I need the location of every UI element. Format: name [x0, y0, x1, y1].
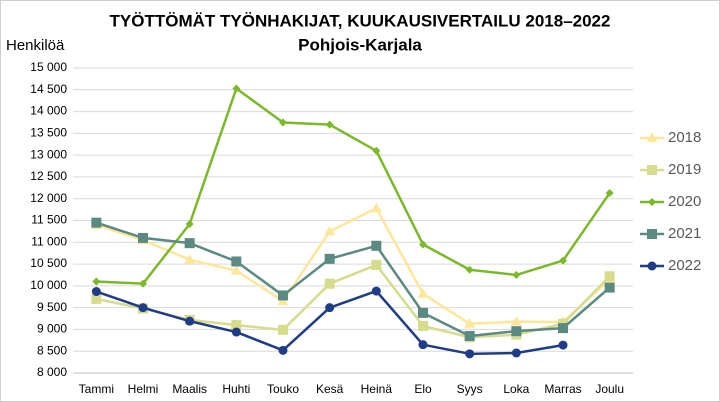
series-line	[96, 87, 611, 285]
marker	[604, 271, 615, 282]
marker	[464, 330, 475, 341]
y-tick-label: 13 500	[30, 126, 67, 140]
marker	[232, 84, 241, 93]
marker	[372, 146, 381, 155]
y-tick-label: 10 000	[30, 278, 67, 292]
marker	[511, 348, 521, 358]
y-tick-label: 14 500	[30, 82, 67, 96]
marker	[371, 259, 382, 270]
marker	[418, 340, 428, 350]
chart-subtitle: Pohjois-Karjala	[298, 35, 422, 54]
series-line	[95, 221, 611, 338]
marker	[184, 254, 196, 264]
marker	[559, 256, 567, 265]
marker	[510, 316, 522, 326]
marker	[324, 225, 336, 236]
y-tick-label: 9 500	[37, 300, 67, 314]
series-line	[95, 207, 611, 326]
marker	[231, 256, 242, 267]
marker	[464, 318, 476, 328]
marker	[91, 287, 101, 297]
legend-label: 2022	[668, 257, 701, 274]
x-tick-label: Joulu	[595, 382, 624, 396]
legend-marker	[647, 229, 657, 239]
y-axis-label: Henkilöä	[6, 37, 65, 54]
marker	[278, 324, 288, 335]
y-tick-label: 13 000	[30, 147, 67, 161]
marker	[231, 327, 241, 337]
marker	[184, 238, 195, 249]
x-tick-label: Marras	[544, 382, 581, 396]
legend-marker	[647, 165, 657, 175]
x-tick-label: Elo	[414, 382, 432, 396]
marker	[558, 340, 568, 350]
legend-label: 2019	[668, 161, 701, 178]
y-tick-label: 9 000	[37, 322, 67, 336]
legend-label: 2020	[668, 193, 701, 210]
marker	[511, 326, 522, 337]
x-tick-label: Maalis	[172, 382, 207, 396]
marker	[324, 253, 335, 264]
marker	[278, 290, 288, 301]
marker	[230, 265, 242, 275]
marker	[417, 288, 429, 298]
marker	[465, 349, 475, 359]
marker	[91, 293, 102, 304]
marker	[324, 278, 335, 289]
marker	[278, 345, 288, 355]
x-tick-label: Loka	[503, 382, 529, 396]
y-tick-label: 8 500	[37, 343, 67, 357]
y-tick-label: 10 500	[30, 256, 67, 270]
x-tick-label: Huhti	[222, 382, 250, 396]
marker	[138, 232, 148, 243]
x-tick-label: Syys	[457, 382, 483, 396]
marker	[92, 277, 101, 286]
marker	[91, 217, 102, 228]
marker	[371, 240, 382, 251]
marker	[418, 307, 428, 318]
legend-marker	[647, 261, 657, 271]
marker	[279, 118, 287, 127]
x-tick-label: Touko	[267, 382, 299, 396]
marker	[138, 303, 148, 313]
legend-marker	[646, 132, 658, 142]
legend-marker	[648, 198, 656, 206]
marker	[325, 120, 334, 129]
y-tick-label: 11 000	[31, 234, 67, 248]
y-tick-label: 14 000	[30, 104, 67, 118]
marker	[139, 279, 147, 288]
marker	[419, 240, 427, 249]
x-tick-label: Helmi	[128, 382, 159, 396]
marker	[558, 323, 568, 334]
marker	[185, 316, 195, 326]
y-tick-label: 8 000	[37, 365, 67, 379]
marker	[418, 320, 428, 331]
y-tick-label: 12 500	[30, 169, 67, 183]
x-tick-label: Kesä	[316, 382, 344, 396]
marker	[231, 320, 242, 331]
marker	[512, 270, 521, 279]
marker	[605, 189, 614, 198]
y-tick-label: 15 000	[30, 60, 67, 74]
marker	[465, 265, 474, 274]
y-tick-label: 12 000	[30, 191, 67, 205]
marker	[185, 219, 194, 228]
x-tick-label: Heinä	[361, 382, 393, 396]
legend-label: 2018	[668, 129, 701, 146]
chart-title: TYÖTTÖMÄT TYÖNHAKIJAT, KUUKAUSIVERTAILU …	[110, 11, 611, 30]
marker	[604, 282, 615, 293]
legend-label: 2021	[668, 225, 701, 242]
y-tick-label: 11 500	[31, 213, 67, 227]
x-tick-label: Tammi	[79, 382, 114, 396]
marker	[371, 286, 381, 296]
marker	[370, 202, 382, 213]
marker	[325, 303, 335, 313]
